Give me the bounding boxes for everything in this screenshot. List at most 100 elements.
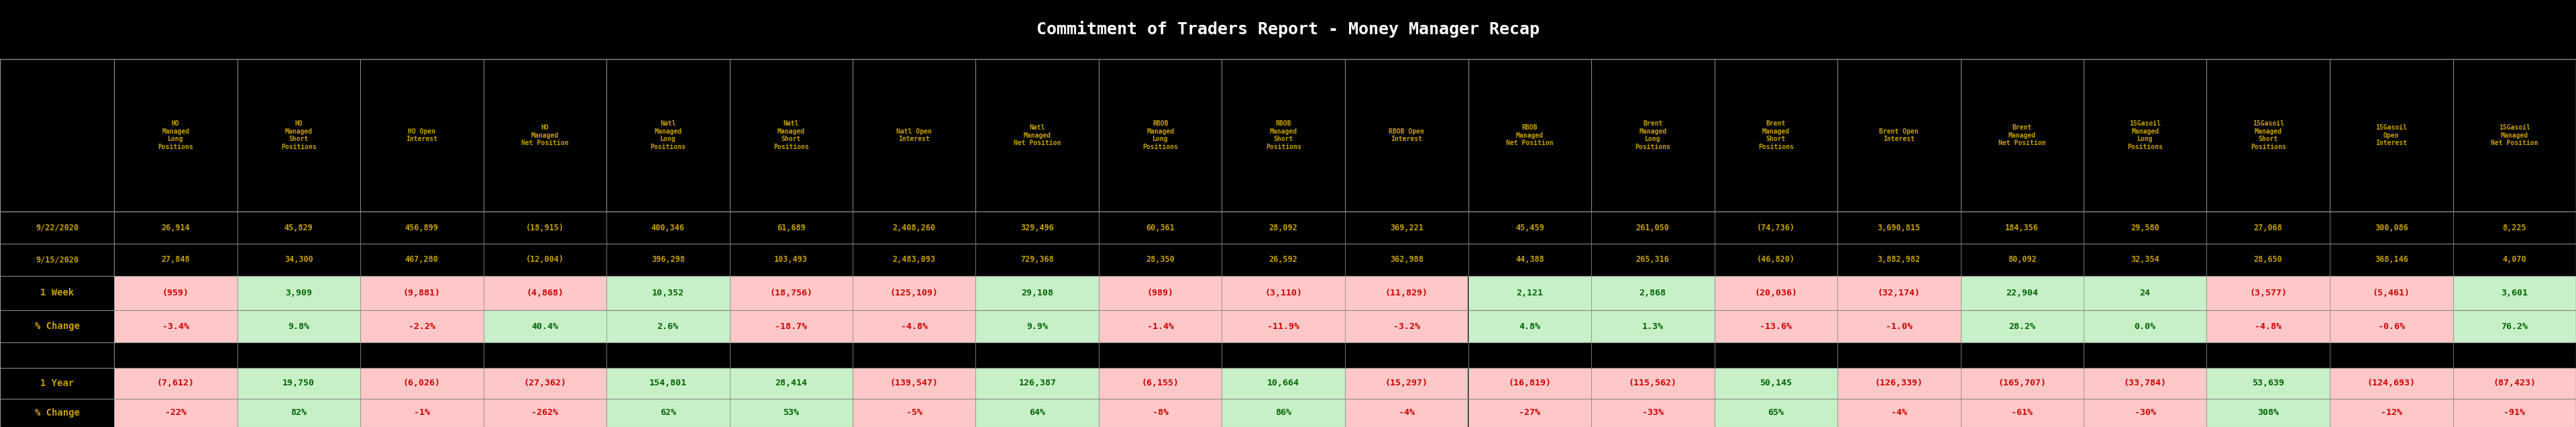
Text: 82%: 82% bbox=[291, 409, 307, 417]
Text: -1%: -1% bbox=[415, 409, 430, 417]
Bar bbox=[2084, 276, 2208, 310]
Bar bbox=[1592, 399, 1713, 427]
Text: -33%: -33% bbox=[1641, 409, 1664, 417]
Bar bbox=[113, 276, 237, 310]
Text: 9.8%: 9.8% bbox=[289, 322, 309, 330]
Text: -4.8%: -4.8% bbox=[902, 322, 927, 330]
Text: 76.2%: 76.2% bbox=[2501, 322, 2527, 330]
Text: -13.6%: -13.6% bbox=[1759, 322, 1793, 330]
Text: (6,026): (6,026) bbox=[402, 379, 440, 388]
Text: 329,496: 329,496 bbox=[1020, 223, 1054, 232]
Bar bbox=[976, 368, 1100, 399]
Text: 15Gasoil
Managed
Net Position: 15Gasoil Managed Net Position bbox=[2491, 124, 2537, 146]
Bar bbox=[237, 276, 361, 310]
Text: 10,664: 10,664 bbox=[1267, 379, 1298, 388]
Bar bbox=[0, 59, 2576, 211]
Bar bbox=[1468, 310, 1592, 342]
Text: 29,580: 29,580 bbox=[2130, 223, 2159, 232]
Text: 3,690,815: 3,690,815 bbox=[1878, 223, 1922, 232]
Bar bbox=[605, 399, 729, 427]
Bar bbox=[2329, 276, 2452, 310]
Bar bbox=[1345, 399, 1468, 427]
Bar bbox=[0, 244, 2576, 276]
Bar bbox=[729, 399, 853, 427]
Text: 53,639: 53,639 bbox=[2251, 379, 2285, 388]
Bar bbox=[1960, 276, 2084, 310]
Bar bbox=[1713, 276, 1837, 310]
Text: 9/22/2020: 9/22/2020 bbox=[36, 223, 77, 232]
Text: 2,408,260: 2,408,260 bbox=[894, 223, 935, 232]
Text: 28,650: 28,650 bbox=[2254, 255, 2282, 264]
Text: (125,109): (125,109) bbox=[891, 289, 938, 298]
Text: % Change: % Change bbox=[33, 322, 80, 331]
Text: (4,868): (4,868) bbox=[526, 289, 564, 298]
Text: -3.2%: -3.2% bbox=[1394, 322, 1419, 330]
Text: 2,121: 2,121 bbox=[1517, 289, 1543, 298]
Bar bbox=[2084, 399, 2208, 427]
Text: 4.8%: 4.8% bbox=[1520, 322, 1540, 330]
Bar bbox=[605, 368, 729, 399]
Text: (16,819): (16,819) bbox=[1507, 379, 1551, 388]
Text: -1.4%: -1.4% bbox=[1146, 322, 1175, 330]
Text: RBOB
Managed
Long
Positions: RBOB Managed Long Positions bbox=[1144, 120, 1177, 150]
Text: 28,414: 28,414 bbox=[775, 379, 806, 388]
Bar bbox=[2329, 368, 2452, 399]
Text: 2.6%: 2.6% bbox=[657, 322, 677, 330]
Bar bbox=[853, 368, 976, 399]
Text: 24: 24 bbox=[2141, 289, 2151, 298]
Text: -3.4%: -3.4% bbox=[162, 322, 188, 330]
Text: (32,174): (32,174) bbox=[1878, 289, 1922, 298]
Text: 45,459: 45,459 bbox=[1515, 223, 1543, 232]
Text: -4%: -4% bbox=[1891, 409, 1906, 417]
Bar bbox=[237, 368, 361, 399]
Bar bbox=[1100, 310, 1221, 342]
Bar bbox=[2329, 310, 2452, 342]
Text: 32,354: 32,354 bbox=[2130, 255, 2159, 264]
Text: (12,004): (12,004) bbox=[526, 255, 564, 264]
Text: -4.8%: -4.8% bbox=[2254, 322, 2282, 330]
Text: 265,316: 265,316 bbox=[1636, 255, 1669, 264]
Text: (7,612): (7,612) bbox=[157, 379, 193, 388]
Text: (126,339): (126,339) bbox=[1875, 379, 1924, 388]
Bar bbox=[1713, 368, 1837, 399]
Text: HO
Managed
Net Position: HO Managed Net Position bbox=[520, 124, 569, 146]
Text: 53%: 53% bbox=[783, 409, 799, 417]
Text: (33,784): (33,784) bbox=[2123, 379, 2166, 388]
Text: 28,092: 28,092 bbox=[1270, 223, 1298, 232]
Bar bbox=[1837, 368, 1960, 399]
Text: (27,362): (27,362) bbox=[523, 379, 567, 388]
Text: (6,155): (6,155) bbox=[1141, 379, 1180, 388]
Bar bbox=[605, 310, 729, 342]
Text: (46,820): (46,820) bbox=[1757, 255, 1795, 264]
Bar bbox=[605, 276, 729, 310]
Bar bbox=[729, 368, 853, 399]
Text: 61,689: 61,689 bbox=[778, 223, 806, 232]
Text: (15,297): (15,297) bbox=[1386, 379, 1427, 388]
Text: (165,707): (165,707) bbox=[1999, 379, 2045, 388]
Text: -0.6%: -0.6% bbox=[2378, 322, 2406, 330]
Bar bbox=[2208, 399, 2329, 427]
Bar bbox=[1713, 310, 1837, 342]
Text: Brent Open
Interest: Brent Open Interest bbox=[1880, 128, 1919, 143]
Bar bbox=[1468, 399, 1592, 427]
Bar bbox=[484, 399, 605, 427]
Bar bbox=[361, 399, 484, 427]
Text: 3,882,982: 3,882,982 bbox=[1878, 255, 1922, 264]
Bar bbox=[976, 399, 1100, 427]
Text: % Change: % Change bbox=[33, 408, 80, 418]
Text: (959): (959) bbox=[162, 289, 188, 298]
Text: (87,423): (87,423) bbox=[2494, 379, 2535, 388]
Bar bbox=[2084, 368, 2208, 399]
Bar bbox=[1100, 368, 1221, 399]
Text: 369,221: 369,221 bbox=[1391, 223, 1425, 232]
Text: 456,899: 456,899 bbox=[404, 223, 438, 232]
Text: 34,300: 34,300 bbox=[283, 255, 314, 264]
Bar bbox=[1592, 368, 1713, 399]
Bar bbox=[853, 399, 976, 427]
Text: (3,577): (3,577) bbox=[2249, 289, 2287, 298]
Text: -30%: -30% bbox=[2136, 409, 2156, 417]
Text: (20,036): (20,036) bbox=[1754, 289, 1798, 298]
Text: 4,070: 4,070 bbox=[2501, 255, 2527, 264]
Bar bbox=[976, 310, 1100, 342]
Text: 8,225: 8,225 bbox=[2501, 223, 2527, 232]
